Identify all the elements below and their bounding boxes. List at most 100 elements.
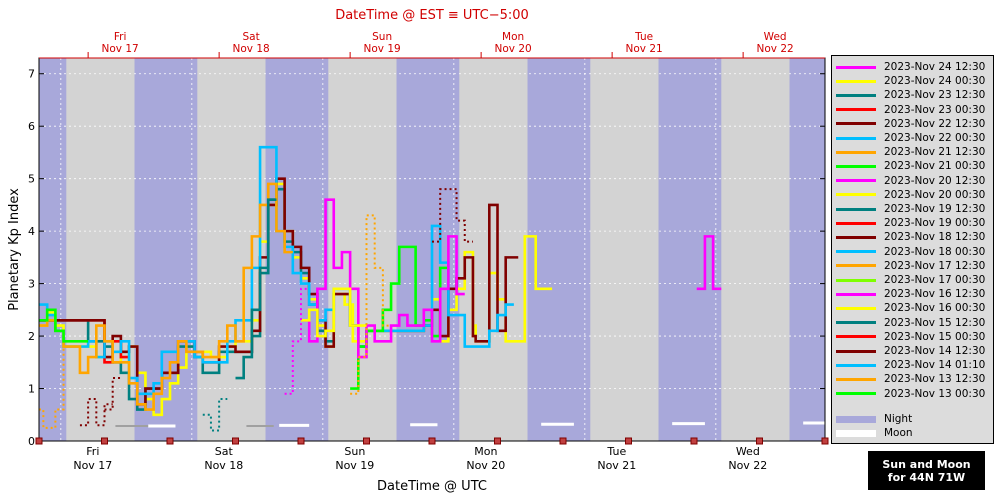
x-tick-marker (494, 437, 501, 445)
legend-label: 2023-Nov 20 12:30 (884, 174, 986, 187)
y-tick-label: 3 (28, 278, 35, 291)
x-tick-label-date: Nov 17 (73, 459, 112, 472)
legend-item: 2023-Nov 20 00:30 (836, 189, 985, 202)
legend-item: 2023-Nov 20 12:30 (836, 175, 985, 188)
series-line (39, 182, 293, 411)
legend-item: 2023-Nov 24 00:30 (836, 75, 985, 88)
top-title: DateTime @ EST ≡ UTC−5:00 (335, 8, 529, 23)
est-tick-label-day: Tue (634, 31, 653, 43)
legend-swatch (836, 349, 876, 353)
legend-label: 2023-Nov 23 00:30 (884, 103, 986, 116)
legend-item: 2023-Nov 22 12:30 (836, 118, 985, 131)
x-tick-label-day: Fri (86, 445, 99, 458)
legend-label: 2023-Nov 24 00:30 (884, 75, 986, 88)
x-tick-label-day: Mon (474, 445, 497, 458)
est-tick-label-date: Nov 20 (495, 43, 532, 55)
legend-item: 2023-Nov 18 00:30 (836, 246, 985, 259)
legend-swatch (836, 193, 876, 197)
sun-moon-note-text: Sun and Moon for 44N 71W (882, 457, 971, 484)
x-tick-label-date: Nov 22 (728, 459, 767, 472)
y-tick-label: 6 (28, 120, 35, 133)
legend-item: 2023-Nov 14 12:30 (836, 345, 985, 358)
legend-item: 2023-Nov 17 00:30 (836, 274, 985, 287)
x-tick-marker (35, 437, 43, 445)
legend-label: 2023-Nov 22 12:30 (884, 117, 986, 130)
night-band (789, 58, 825, 441)
legend-label: 2023-Nov 21 00:30 (884, 160, 986, 173)
night-band (39, 58, 67, 441)
est-tick-label-date: Nov 18 (233, 43, 270, 55)
legend-label: 2023-Nov 18 00:30 (884, 245, 986, 258)
est-tick-label-day: Mon (502, 31, 524, 43)
legend-item: 2023-Nov 19 12:30 (836, 203, 985, 216)
legend-item: Moon (836, 427, 913, 440)
legend-item: 2023-Nov 21 12:30 (836, 146, 985, 159)
y-tick-label: 1 (28, 383, 35, 396)
legend-item: 2023-Nov 14 01:10 (836, 359, 985, 372)
x-tick-marker (363, 437, 370, 445)
legend-label: 2023-Nov 13 00:30 (884, 387, 986, 400)
legend-label: 2023-Nov 20 00:30 (884, 188, 986, 201)
legend-item: 2023-Nov 13 12:30 (836, 373, 985, 386)
legend-label: 2023-Nov 19 12:30 (884, 203, 986, 215)
legend-label: Moon (884, 427, 913, 439)
night-band (265, 58, 329, 441)
x-tick-label-date: Nov 20 (466, 459, 505, 472)
legend-swatch (836, 335, 876, 339)
x-tick-marker (559, 437, 567, 445)
est-tick-label-date: Nov 17 (102, 43, 139, 55)
est-tick-label-date: Nov 19 (364, 43, 401, 55)
x-tick-marker (297, 437, 305, 445)
y-tick-label: 4 (28, 225, 35, 238)
legend-swatch (836, 150, 876, 154)
legend-item: 2023-Nov 17 12:30 (836, 260, 985, 273)
legend-swatch (836, 278, 876, 282)
est-tick-label-day: Fri (114, 31, 127, 43)
x-tick-marker (101, 437, 108, 445)
legend-label: 2023-Nov 15 12:30 (884, 316, 986, 329)
legend-label: 2023-Nov 21 12:30 (884, 146, 986, 159)
legend-item: 2023-Nov 23 12:30 (836, 89, 985, 102)
legend-swatch (836, 321, 876, 325)
night-band (527, 58, 591, 441)
legend-item: 2023-Nov 19 00:30 (836, 217, 985, 230)
legend-swatch (836, 65, 876, 69)
x-tick-label-day: Wed (736, 445, 760, 458)
series-line (350, 214, 392, 395)
legend-swatch (836, 179, 876, 183)
x-tick-marker (166, 437, 174, 445)
legend-swatch (836, 264, 876, 268)
night-band (658, 58, 722, 441)
series-line (79, 398, 113, 427)
x-tick-label-day: Sat (215, 445, 234, 458)
legend-swatch (836, 415, 876, 423)
x-tick-marker (428, 437, 436, 445)
legend-item: 2023-Nov 16 12:30 (836, 288, 985, 301)
legend-label: 2023-Nov 13 12:30 (884, 373, 986, 386)
legend-swatch (836, 122, 876, 126)
y-tick-label: 7 (28, 68, 35, 81)
legend-swatch (836, 164, 876, 168)
x-tick-marker (232, 437, 239, 445)
legend-label: 2023-Nov 19 00:30 (884, 217, 986, 230)
legend-item: Night (836, 413, 912, 426)
legend-item: 2023-Nov 15 12:30 (836, 317, 985, 330)
series-line (284, 287, 310, 395)
legend-label: 2023-Nov 24 12:30 (884, 61, 986, 73)
legend-label: 2023-Nov 23 12:30 (884, 89, 986, 102)
legend-swatch (836, 363, 876, 367)
est-tick-label-day: Wed (764, 31, 787, 43)
series-line (235, 198, 277, 380)
legend-item: 2023-Nov 15 00:30 (836, 331, 985, 344)
legend-swatch (836, 79, 876, 83)
legend-label: 2023-Nov 17 00:30 (884, 274, 986, 286)
series-line (202, 398, 228, 432)
x-tick-label-day: Sun (344, 445, 365, 458)
legend-swatch (836, 250, 876, 254)
legend-label: 2023-Nov 14 01:10 (884, 359, 986, 372)
est-tick-label-day: Sun (372, 31, 392, 43)
series-line (432, 188, 473, 243)
legend-label: 2023-Nov 22 00:30 (884, 132, 986, 144)
legend-item: 2023-Nov 24 12:30 (836, 61, 985, 74)
